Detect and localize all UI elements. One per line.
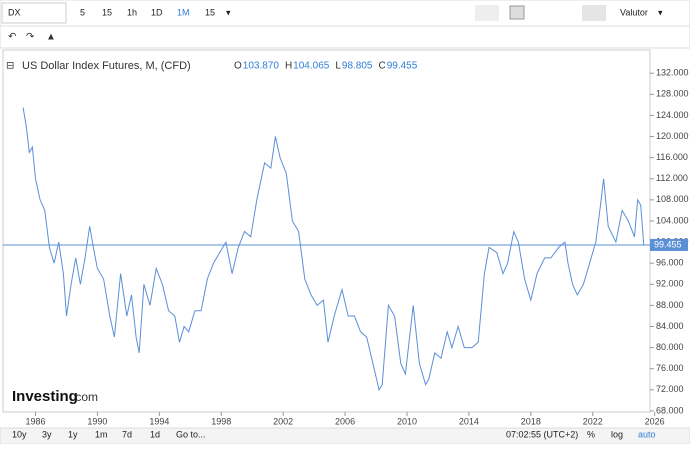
goto[interactable]: Go to...: [176, 429, 206, 439]
x-tick-label: 2026: [645, 416, 665, 426]
y-tick-label: 120.000: [656, 131, 689, 141]
symbol[interactable]: DX: [8, 7, 21, 17]
range-button[interactable]: 3y: [42, 429, 52, 439]
camera-button[interactable]: [475, 5, 499, 21]
y-tick-label: 80.000: [656, 342, 684, 352]
color-button[interactable]: [509, 5, 525, 20]
x-tick-label: 2018: [521, 416, 541, 426]
ohlc-label: H: [285, 61, 292, 72]
x-tick-label: 2010: [397, 416, 417, 426]
ohlc-label: L: [335, 61, 341, 72]
interval-button[interactable]: 1M: [177, 7, 190, 17]
interval-button[interactable]: 1h: [127, 7, 137, 17]
x-tick-label: 1990: [87, 416, 107, 426]
ohlc-label: O: [234, 61, 242, 72]
y-tick-label: 112.000: [656, 173, 688, 183]
y-tick-label: 108.000: [656, 194, 689, 204]
x-tick-label: 2014: [459, 416, 479, 426]
chart-title: US Dollar Index Futures, M, (CFD): [22, 60, 191, 72]
x-tick-label: 2022: [583, 416, 603, 426]
x-tick-label: 2002: [273, 416, 293, 426]
ohlc-value: 98.805: [342, 61, 373, 72]
y-tick-label: 96.000: [656, 258, 684, 268]
ohlc-value: 99.455: [387, 61, 418, 72]
y-tick-label: 128.000: [656, 89, 689, 99]
collapse[interactable]: ⊟: [6, 61, 14, 72]
dropdown-arrow[interactable]: ▾: [226, 7, 231, 17]
dropdown-arrow[interactable]: ▾: [658, 7, 663, 17]
y-tick-label: 104.000: [656, 215, 689, 225]
last-price-box: [650, 238, 688, 251]
scale-option[interactable]: %: [587, 429, 595, 439]
range-button[interactable]: 7d: [122, 429, 132, 439]
redo[interactable]: ↷: [26, 32, 35, 43]
ohlc-label: C: [378, 61, 385, 72]
clock: 07:02:55 (UTC+2): [506, 429, 578, 439]
range-button[interactable]: 1d: [150, 429, 160, 439]
scale-option[interactable]: auto: [638, 429, 656, 439]
interval-button[interactable]: 5: [80, 7, 85, 17]
range-button[interactable]: 1m: [95, 429, 108, 439]
y-tick-label: 124.000: [656, 110, 689, 120]
ohlc-value: 103.870: [243, 61, 280, 72]
x-tick-label: 1986: [25, 416, 45, 426]
last-price-label: 99.455: [654, 239, 682, 249]
undo[interactable]: ↶: [8, 32, 16, 43]
y-tick-label: 72.000: [656, 384, 684, 394]
symbol-input[interactable]: [1, 2, 67, 24]
price-line: [22, 107, 645, 392]
y-tick-label: 132.000: [656, 68, 689, 78]
watermark-suffix: .com: [72, 390, 98, 404]
y-tick-label: 88.000: [656, 300, 684, 310]
ohlc-value: 104.065: [293, 61, 330, 72]
second-toolbar: [0, 25, 690, 49]
language[interactable]: Valutor: [620, 7, 648, 17]
range-button[interactable]: 1y: [68, 429, 78, 439]
interval-select[interactable]: 15: [205, 7, 215, 17]
range-button[interactable]: 10y: [12, 429, 27, 439]
cloud-button[interactable]: [582, 5, 606, 21]
y-tick-label: 76.000: [656, 363, 684, 373]
interval-button[interactable]: 15: [102, 7, 112, 17]
y-tick-label: 68.000: [656, 405, 684, 415]
y-tick-label: 84.000: [656, 321, 684, 331]
interval-button[interactable]: 1D: [151, 7, 163, 17]
x-tick-label: 1994: [149, 416, 169, 426]
alert[interactable]: ▲: [46, 32, 56, 43]
x-tick-label: 2006: [335, 416, 355, 426]
scale-option[interactable]: log: [611, 429, 623, 439]
x-tick-label: 1998: [211, 416, 231, 426]
y-tick-label: 116.000: [656, 152, 688, 162]
watermark: Investing: [12, 388, 78, 405]
plot-area: [2, 49, 651, 413]
y-tick-label: 92.000: [656, 279, 684, 289]
